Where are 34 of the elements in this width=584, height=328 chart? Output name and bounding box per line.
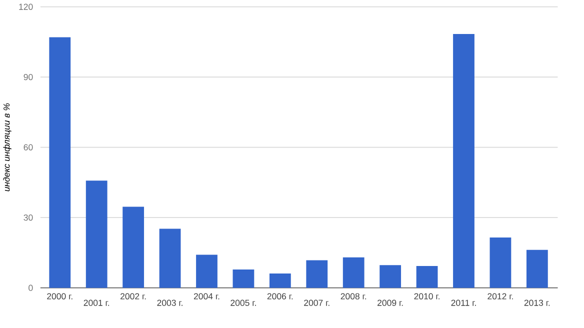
- y-tick-label: 90: [24, 74, 33, 80]
- x-tick-label: 2012 г.: [488, 293, 513, 300]
- bar: [159, 228, 181, 288]
- bar: [526, 250, 548, 288]
- x-tick-label: 2008 г.: [340, 293, 366, 300]
- bar: [416, 266, 438, 288]
- x-tick-label: 2005 г.: [230, 300, 256, 306]
- x-tick-label: 2001 г.: [84, 300, 110, 306]
- bar: [232, 270, 254, 288]
- y-tick-label: 30: [24, 214, 33, 221]
- x-tick-label: 2013 г.: [524, 300, 550, 306]
- bar: [380, 265, 402, 288]
- x-tick-label: 2011 г.: [451, 300, 476, 306]
- x-tick-label: 2003 г.: [157, 300, 182, 306]
- x-tick-label: 2010 г.: [414, 293, 440, 300]
- bar: [490, 238, 512, 288]
- x-tick-label: 2002 г.: [120, 293, 146, 300]
- y-tick-label: 0: [28, 284, 33, 292]
- x-tick-label: 2000 г.: [47, 293, 72, 300]
- bar: [122, 206, 144, 288]
- bar: [86, 180, 108, 288]
- y-axis-title: индекс инфляции в %: [3, 104, 12, 192]
- x-tick-label: 2004 г.: [194, 293, 220, 300]
- x-tick-label: 2006 г.: [267, 293, 293, 300]
- bar: [196, 254, 218, 288]
- bar: [453, 34, 474, 288]
- x-tick-label: 2009 г.: [378, 300, 403, 306]
- bar: [269, 274, 291, 288]
- y-tick-label: 60: [24, 144, 33, 151]
- x-tick-label: 2007 г.: [304, 300, 330, 306]
- bar: [342, 258, 364, 288]
- bar: [306, 260, 328, 288]
- y-tick-label: 120: [19, 4, 33, 10]
- bar: [49, 37, 71, 288]
